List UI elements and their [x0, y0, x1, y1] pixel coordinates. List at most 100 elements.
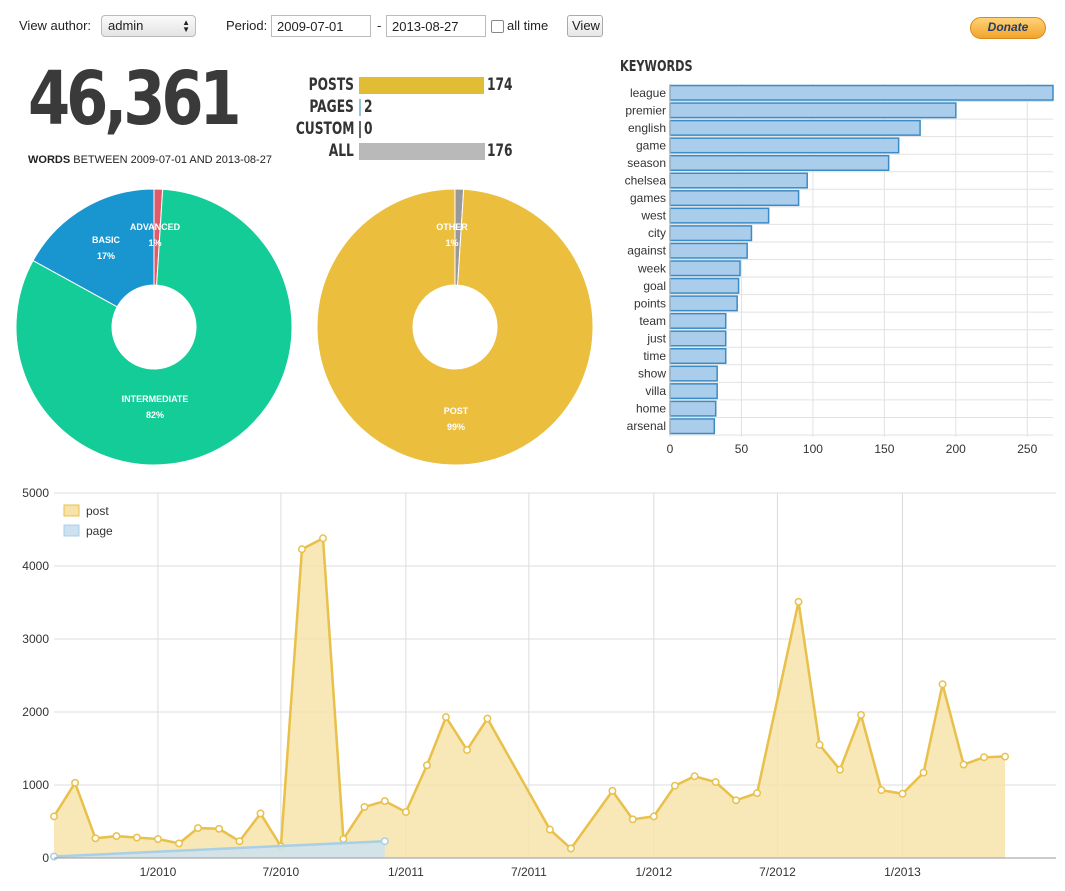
count-label-all: ALL [328, 141, 354, 161]
donate-label: Donate [987, 20, 1029, 34]
area-point-post [815, 740, 824, 749]
count-value-custom: 0 [364, 119, 373, 139]
kw-bar-english [669, 119, 921, 136]
all-time-label: all time [507, 18, 549, 33]
area-point-post [50, 812, 58, 821]
area-point-post [132, 833, 141, 842]
area-point-post [545, 825, 554, 834]
area-point-post [112, 832, 121, 841]
kw-bar-week [669, 260, 741, 277]
type-donut-chart: OTHER 1% POST 99% [316, 188, 594, 466]
date-from-input[interactable] [271, 15, 371, 37]
count-bar-custom [359, 121, 361, 138]
keywords-title: KEYWORDS [620, 57, 693, 75]
kw-category-label: team [639, 314, 666, 328]
count-bar-posts [359, 77, 484, 94]
area-point-post [256, 809, 265, 818]
kw-category-label: week [637, 261, 667, 275]
area-y-tick-label: 2000 [22, 705, 49, 719]
area-point-post [71, 778, 80, 787]
kw-bar-time [669, 348, 727, 365]
date-to-input[interactable] [386, 15, 486, 37]
area-line-page [53, 839, 385, 858]
area-x-tick-label: 1/2011 [388, 865, 424, 879]
area-point-post [898, 789, 907, 798]
kw-x-tick-label: 150 [874, 442, 894, 456]
counts-panel: POSTS 174 PAGES 2 CUSTOM 0 ALL 176 [250, 75, 530, 163]
kw-bar-against [669, 242, 748, 259]
donut-slice-intermediate [15, 188, 293, 466]
area-y-tick-label: 0 [42, 851, 49, 865]
area-legend-swatch-post [63, 504, 80, 517]
keywords-bar-chart: 0 50 100 150 200 250leaguepremierenglishgames… [625, 84, 1054, 456]
donut-label-basic: BASIC [92, 235, 121, 245]
view-button-label: View [572, 18, 600, 33]
donate-button[interactable]: Donate [970, 17, 1046, 39]
area-point-post [91, 834, 100, 843]
count-value-pages: 2 [364, 97, 373, 117]
area-x-tick-label: 1/2013 [884, 865, 921, 879]
area-y-tick-label: 1000 [22, 778, 49, 792]
donut-slice-post [316, 188, 594, 466]
area-point-post [298, 545, 306, 554]
kw-bar-points [669, 295, 738, 312]
donut-pct-advanced: 1% [148, 238, 161, 248]
words-between-caption: WORDS BETWEEN 2009-07-01 AND 2013-08-27 [28, 154, 272, 166]
kw-bar-season [669, 154, 890, 171]
kw-bar-league [669, 84, 1054, 101]
kw-category-label: city [648, 226, 666, 240]
donut-pct-post: 99% [447, 422, 465, 432]
kw-bar-city [669, 225, 753, 242]
area-legend-label-page: page [86, 524, 113, 538]
area-x-tick-label: 1/2012 [635, 865, 672, 879]
area-legend-swatch-page [63, 524, 80, 537]
kw-category-label: season [627, 156, 666, 170]
kw-category-label: home [636, 402, 666, 416]
kw-bar-home [669, 400, 717, 417]
view-button[interactable]: View [567, 15, 603, 37]
area-point-post [959, 760, 968, 769]
kw-category-label: games [630, 191, 666, 205]
area-point-post [567, 844, 575, 853]
area-x-tick-label: 7/2012 [759, 865, 796, 879]
area-point-post [194, 824, 202, 833]
area-point-post [380, 797, 389, 806]
area-point-post [938, 680, 947, 689]
kw-category-label: league [630, 86, 666, 100]
area-point-post [215, 824, 224, 833]
area-point-post [422, 761, 431, 770]
area-point-post [175, 839, 183, 848]
area-point-page [380, 837, 389, 846]
date-separator: - [377, 18, 382, 33]
kw-category-label: show [638, 367, 666, 381]
donut-pct-other: 1% [445, 238, 458, 248]
count-label-custom: CUSTOM [295, 119, 354, 139]
kw-bar-show [669, 365, 718, 382]
kw-x-tick-label: 100 [803, 442, 823, 456]
kw-category-label: just [646, 331, 666, 345]
area-point-post [857, 710, 865, 719]
area-point-post [711, 778, 720, 787]
area-legend-label-post: post [86, 504, 109, 518]
donut-slice-basic [32, 188, 155, 308]
kw-category-label: chelsea [625, 174, 667, 188]
difficulty-donut-chart: ADVANCED 1% INTERMEDIATE 82% BASIC 17% [15, 188, 293, 466]
area-fill-post [54, 538, 1006, 858]
select-arrows-icon: ▲ ▼ [182, 18, 190, 34]
area-point-page [50, 852, 58, 861]
area-point-post [483, 714, 492, 723]
area-y-tick-label: 5000 [22, 486, 49, 500]
count-label-pages: PAGES [309, 97, 354, 117]
author-select[interactable]: admin ▲ ▼ [101, 15, 196, 37]
kw-category-label: game [636, 138, 666, 152]
kw-category-label: against [627, 244, 666, 258]
area-point-post [360, 802, 369, 811]
area-y-tick-label: 3000 [22, 632, 49, 646]
area-point-post [608, 786, 617, 795]
area-point-post [649, 812, 658, 821]
area-point-post [794, 597, 803, 606]
count-bar-pages [359, 99, 361, 116]
area-point-post [153, 835, 162, 843]
all-time-checkbox[interactable] [491, 20, 504, 33]
timeline-area-chart: 0 1000 2000 3000 4000 5000 1/2010 7/2010 1/2011 7… [22, 486, 1056, 879]
